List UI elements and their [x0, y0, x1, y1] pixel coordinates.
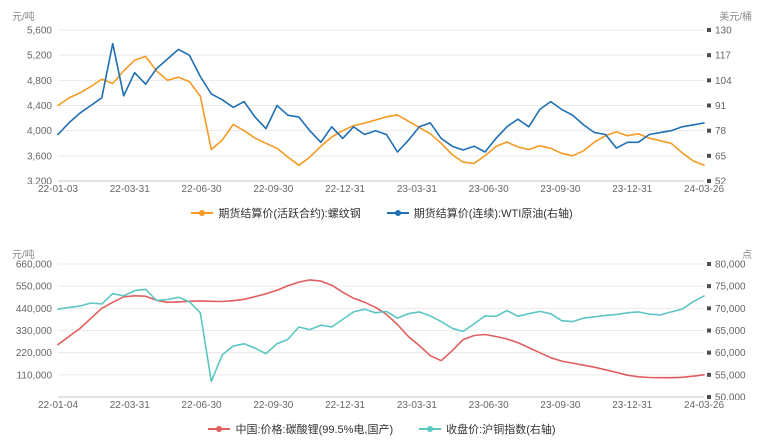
- left-axis-tick-label: 220,000: [16, 348, 53, 359]
- right-axis-tick-label: 65,000: [715, 326, 746, 337]
- x-axis-label: 24-03-26: [683, 184, 725, 195]
- x-axis-label: 22-03-31: [109, 184, 150, 195]
- left-axis-tick-label: 3,200: [27, 177, 52, 185]
- panel-rebar-wti: 元/吨 美元/桶 130 117 104 91 78 65 52 5,600 5,200 4,80…: [0, 0, 764, 230]
- left-axis-tick-label: 5,600: [27, 26, 52, 37]
- left-axis-tick-label: 4,000: [27, 126, 52, 137]
- x-axis-label: 22-03-31: [109, 400, 150, 411]
- x-axis-label: 22-09-30: [253, 184, 294, 195]
- x-axis-label: 23-06-30: [468, 184, 509, 195]
- left-axis-tick-label: 4,800: [27, 76, 52, 87]
- right-axis-tick-label: 80,000: [715, 260, 746, 271]
- x-axis-label: 23-06-30: [468, 400, 509, 411]
- right-axis-tick-label: 52: [715, 177, 727, 185]
- axis-units-row-bottom: 元/吨 点: [0, 238, 764, 261]
- right-axis-tick-label: 55,000: [715, 370, 746, 381]
- x-axis-label: 22-09-30: [253, 400, 294, 411]
- x-axis-label: 23-03-31: [396, 400, 437, 411]
- x-axis-label: 22-06-30: [181, 400, 222, 411]
- right-axis-tick-label: 70,000: [715, 304, 746, 315]
- left-axis-tick-label: 3,600: [27, 151, 52, 162]
- legend-item-copper[interactable]: 收盘价:沪铜指数(右轴): [419, 421, 556, 437]
- right-axis-tick-label: 50,000: [715, 393, 746, 401]
- x-axis-label: 22-12-31: [325, 400, 366, 411]
- x-axis-label: 22-06-30: [181, 184, 222, 195]
- right-axis-unit-bottom: 点: [742, 250, 752, 261]
- x-axis-label: 23-12-31: [612, 400, 653, 411]
- right-tick-square: [707, 128, 711, 133]
- right-tick-square: [707, 53, 711, 58]
- x-axis-label: 22-01-03: [37, 184, 79, 195]
- right-tick-square: [707, 395, 711, 399]
- x-axis-label: 23-09-30: [540, 400, 581, 411]
- series-line: [57, 42, 705, 153]
- left-axis-tick-label: 330,000: [16, 326, 53, 337]
- x-axis-label: 23-03-31: [396, 184, 437, 195]
- right-axis-tick-label: 75,000: [715, 282, 746, 293]
- right-axis-tick-label: 78: [715, 126, 727, 137]
- line-dot-marker-icon: [191, 209, 214, 217]
- left-axis-tick-label: 4,400: [27, 101, 52, 112]
- left-axis-tick-label: 440,000: [16, 304, 53, 315]
- right-axis-unit-top: 美元/桶: [719, 12, 752, 23]
- panel-lithium-copper: 元/吨 点 80,000 75,000 70,000 65,000 60,000 55,0…: [0, 238, 764, 446]
- left-axis-tick-label: 550,000: [16, 282, 53, 293]
- legend-label-rebar: 期货结算价(活跃合约):螺纹钢: [218, 208, 361, 220]
- right-tick-square: [707, 78, 711, 83]
- x-axis-label: 22-01-04: [37, 400, 79, 411]
- legend-item-lithium[interactable]: 中国:价格:碳酸锂(99.5%电,国产): [208, 421, 393, 437]
- x-axis-label: 23-09-30: [540, 184, 581, 195]
- legend-item-rebar[interactable]: 期货结算价(活跃合约):螺纹钢: [191, 205, 361, 221]
- series-line: [57, 55, 705, 167]
- axis-units-row-top: 元/吨 美元/桶: [0, 0, 764, 23]
- lithium-copper-line-chart: 80,000 75,000 70,000 65,000 60,000 55,000 50,0…: [16, 260, 746, 401]
- right-tick-square: [707, 103, 711, 108]
- right-tick-square: [707, 262, 711, 266]
- left-axis-unit-top: 元/吨: [12, 12, 35, 23]
- legend-label-copper: 收盘价:沪铜指数(右轴): [446, 424, 556, 436]
- legend-item-wti[interactable]: 期货结算价(连续):WTI原油(右轴): [386, 205, 573, 221]
- left-axis-tick-label: 110,000: [17, 370, 53, 381]
- x-axis-label: 24-03-26: [683, 400, 725, 411]
- legend-bottom: 中国:价格:碳酸锂(99.5%电,国产) 收盘价:沪铜指数(右轴): [0, 414, 764, 446]
- series-line: [57, 279, 705, 379]
- x-axis-labels-top: 22-01-03 22-03-31 22-06-30 22-09-30 22-12-31…: [0, 184, 764, 198]
- right-tick-square: [707, 284, 711, 289]
- legend-label-wti: 期货结算价(连续):WTI原油(右轴): [413, 208, 573, 220]
- right-axis-tick-label: 130: [715, 26, 732, 37]
- x-axis-labels-bottom: 22-01-04 22-03-31 22-06-30 22-09-30 22-12-31…: [0, 400, 764, 414]
- x-axis-label: 23-12-31: [612, 184, 653, 195]
- left-axis-unit-bottom: 元/吨: [12, 250, 35, 261]
- right-tick-square: [707, 153, 711, 158]
- line-dot-marker-icon: [419, 425, 442, 433]
- left-axis-tick-label: 660,000: [16, 260, 53, 271]
- legend-label-lithium: 中国:价格:碳酸锂(99.5%电,国产): [235, 424, 394, 436]
- right-axis-tick-label: 65: [715, 151, 727, 162]
- right-tick-square: [707, 328, 711, 333]
- right-axis-tick-label: 91: [715, 101, 727, 112]
- x-axis-label: 22-12-31: [325, 184, 366, 195]
- right-tick-square: [707, 350, 711, 355]
- line-dot-marker-icon: [386, 209, 409, 217]
- series-line: [57, 288, 705, 383]
- right-tick-square: [707, 28, 711, 32]
- right-tick-square: [707, 179, 711, 183]
- right-axis-tick-label: 117: [715, 51, 731, 62]
- left-axis-tick-label: 5,200: [27, 51, 52, 62]
- right-tick-square: [707, 372, 711, 377]
- right-axis-tick-label: 60,000: [715, 348, 746, 359]
- rebar-wti-line-chart: 130 117 104 91 78 65 52 5,600 5,200 4,800 4,400 4,0…: [27, 26, 732, 185]
- right-axis-tick-label: 104: [715, 76, 732, 87]
- legend-top: 期货结算价(活跃合约):螺纹钢 期货结算价(连续):WTI原油(右轴): [0, 198, 764, 230]
- right-tick-square: [707, 306, 711, 311]
- line-dot-marker-icon: [208, 425, 231, 433]
